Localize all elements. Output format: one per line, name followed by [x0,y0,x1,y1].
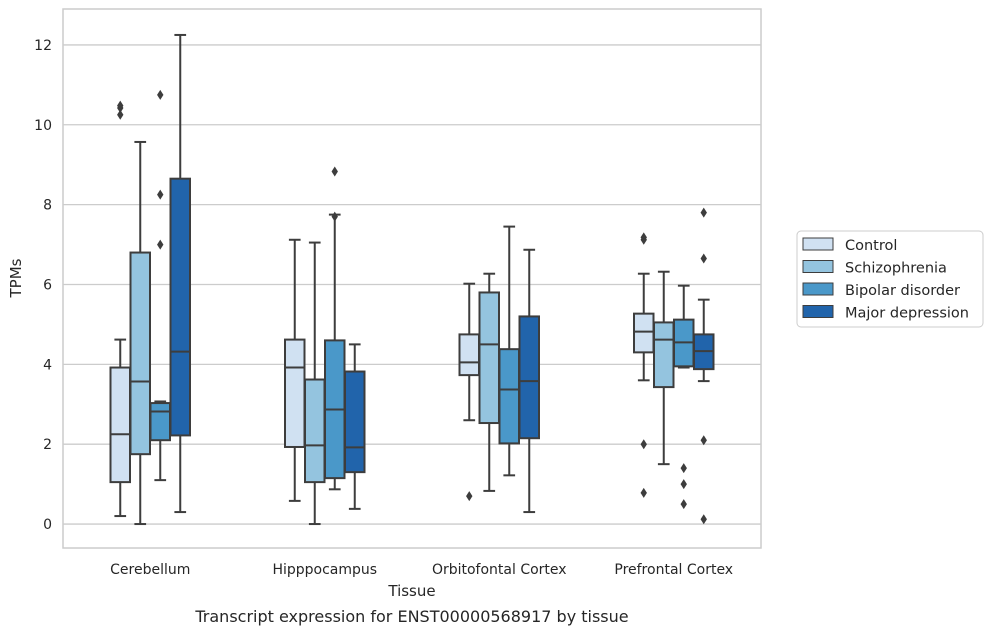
box-major-depression [169,33,191,514]
x-tick-label: Hipppocampus [272,562,377,578]
legend-label: Bipolar disorder [845,283,960,299]
box-control [633,232,655,498]
x-tick-label: Prefrontal Cortex [614,562,733,578]
box-body [304,378,326,484]
y-tick-label: 0 [43,517,52,533]
outlier-point [700,207,707,218]
box-body [478,291,500,425]
box-major-depression [344,343,366,510]
chart-caption: Transcript expression for ENST0000056891… [194,607,628,626]
legend-label: Schizophrenia [845,261,947,277]
outlier-point [640,487,647,498]
box-bipolar-disorder [673,284,695,510]
box-body [344,370,366,474]
x-axis-label: Tissue [387,582,435,600]
box-body [518,315,540,440]
outlier-point [331,166,338,177]
outlier-point [157,189,164,200]
x-tick-labels: Cerebellum Hipppocampus Orbitofontal Corte… [110,562,733,578]
box-bipolar-disorder [324,166,346,491]
y-tick-label: 6 [43,277,52,293]
box-major-depression [518,248,540,514]
y-tick-label: 8 [43,198,52,214]
outlier-point [157,239,164,250]
box-control [284,238,306,502]
y-tick-labels: 0 2 4 6 8 10 12 [34,38,52,533]
outlier-point [700,253,707,264]
box-control [458,282,480,502]
x-tick-label: Cerebellum [110,562,190,578]
legend-swatch [802,260,834,273]
box-body [458,333,480,377]
outlier-point [680,479,687,490]
box-schizophrenia [129,140,151,526]
y-tick-label: 2 [43,437,52,453]
outlier-point [640,439,647,450]
box-major-depression [693,207,715,525]
box-schizophrenia [653,270,675,466]
outlier-point [331,211,338,222]
box-control [109,100,131,518]
box-body [498,348,520,445]
y-tick-label: 12 [34,38,52,54]
box-bipolar-disorder [498,225,520,477]
outlier-point [700,514,707,525]
box-body [169,177,191,437]
legend-label: Major depression [845,306,969,322]
box-schizophrenia [478,272,500,492]
box-bipolar-disorder [149,89,171,482]
x-tick-label: Orbitofontal Cortex [432,562,567,578]
box-body [109,366,131,484]
box-body [653,321,675,389]
y-tick-label: 10 [34,118,52,134]
outlier-point [680,463,687,474]
legend-swatch [802,305,834,318]
y-axis-label: TPMs [7,258,25,298]
outlier-point [117,100,124,111]
box-body [284,338,306,448]
legend: Control Schizophrenia Bipolar disorder Majo… [796,230,984,328]
boxes-layer [109,33,715,526]
y-tick-label: 4 [43,357,52,373]
box-body [129,251,151,456]
outlier-point [117,109,124,120]
legend-swatch [802,237,834,251]
plot-frame [62,8,762,549]
outlier-point [700,435,707,446]
box-body [149,402,171,442]
outlier-point [680,499,687,510]
legend-label: Control [845,238,897,254]
legend-frame [796,230,984,328]
box-body [633,312,655,354]
outlier-point [640,232,647,243]
outlier-point [157,89,164,100]
legend-swatch [802,282,834,296]
grid-lines [63,44,761,525]
outlier-point [466,491,473,502]
